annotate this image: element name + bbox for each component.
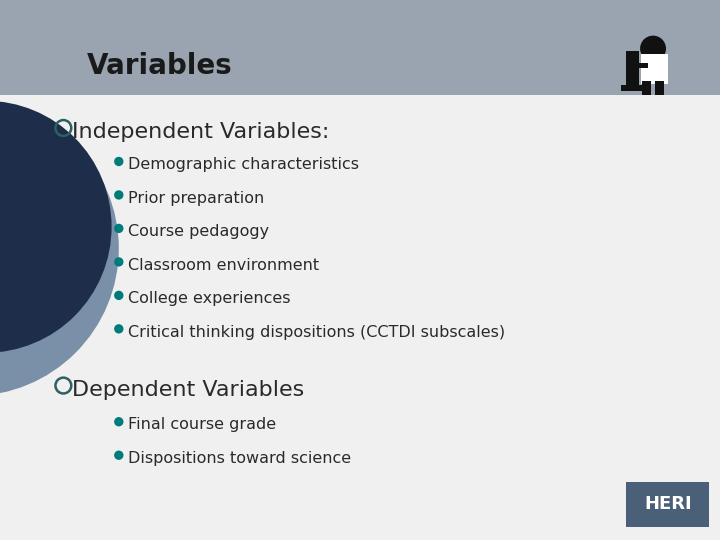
Text: Classroom environment: Classroom environment [128, 258, 319, 273]
Text: Dependent Variables: Dependent Variables [72, 380, 305, 400]
Text: Critical thinking dispositions (CCTDI subscales): Critical thinking dispositions (CCTDI su… [128, 325, 505, 340]
Text: Demographic characteristics: Demographic characteristics [128, 157, 359, 172]
Text: Independent Variables:: Independent Variables: [72, 122, 329, 143]
Text: Course pedagogy: Course pedagogy [128, 224, 269, 239]
Text: College experiences: College experiences [128, 291, 291, 306]
Text: HERI: HERI [644, 495, 692, 514]
Text: Dispositions toward science: Dispositions toward science [128, 451, 351, 466]
Text: Final course grade: Final course grade [128, 417, 276, 433]
Text: Variables: Variables [86, 52, 232, 80]
Text: Prior preparation: Prior preparation [128, 191, 264, 206]
